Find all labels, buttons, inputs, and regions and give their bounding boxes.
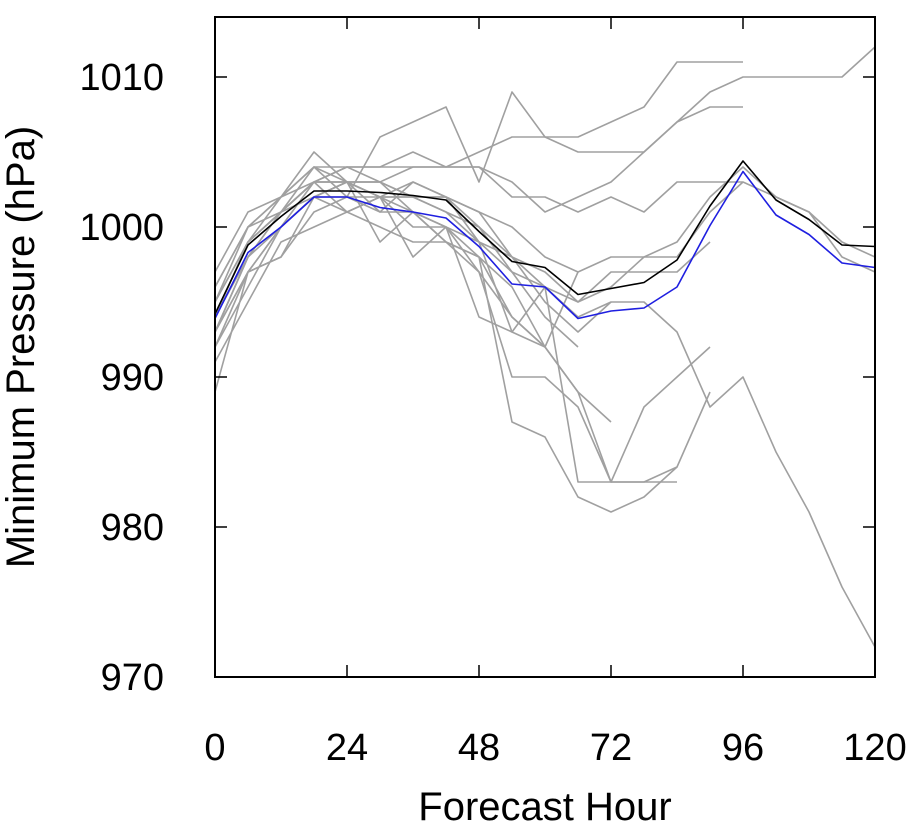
- y-axis-title: Minimum Pressure (hPa): [0, 126, 43, 568]
- plot-frame: [214, 16, 876, 678]
- ensemble-member-line: [214, 196, 711, 483]
- y-tick-label: 1000: [79, 207, 164, 249]
- ensemble-member-line: [214, 211, 711, 483]
- x-tick-label: 0: [204, 727, 225, 769]
- y-tick-label: 990: [101, 357, 164, 399]
- ensemble-member-line: [214, 181, 579, 348]
- ensemble-member-line: [214, 181, 579, 348]
- y-tick-label: 970: [101, 657, 164, 699]
- y-tick-label: 980: [101, 507, 164, 549]
- ensemble-member-line: [214, 61, 743, 333]
- black-series-line: [214, 160, 876, 315]
- x-tick-label: 96: [722, 727, 764, 769]
- series-lines: [214, 46, 876, 648]
- x-axis-title: Forecast Hour: [418, 785, 671, 827]
- tick-labels: 0 24 48 72 96 120 970 980 990 1000 1010: [79, 57, 906, 769]
- x-tick-label: 120: [843, 727, 906, 769]
- ensemble-member-line: [214, 196, 876, 648]
- ticks: [214, 17, 876, 678]
- x-tick-label: 48: [458, 727, 500, 769]
- y-tick-label: 1010: [79, 57, 164, 99]
- ensemble-member-line: [214, 151, 876, 273]
- blue-series-line: [214, 170, 876, 320]
- ensemble-member-line: [214, 166, 876, 303]
- x-tick-label: 24: [326, 727, 368, 769]
- ensemble-member-line: [214, 91, 743, 348]
- ensemble-member-line: [214, 166, 612, 333]
- ensemble-member-line: [214, 181, 678, 513]
- x-tick-label: 72: [590, 727, 632, 769]
